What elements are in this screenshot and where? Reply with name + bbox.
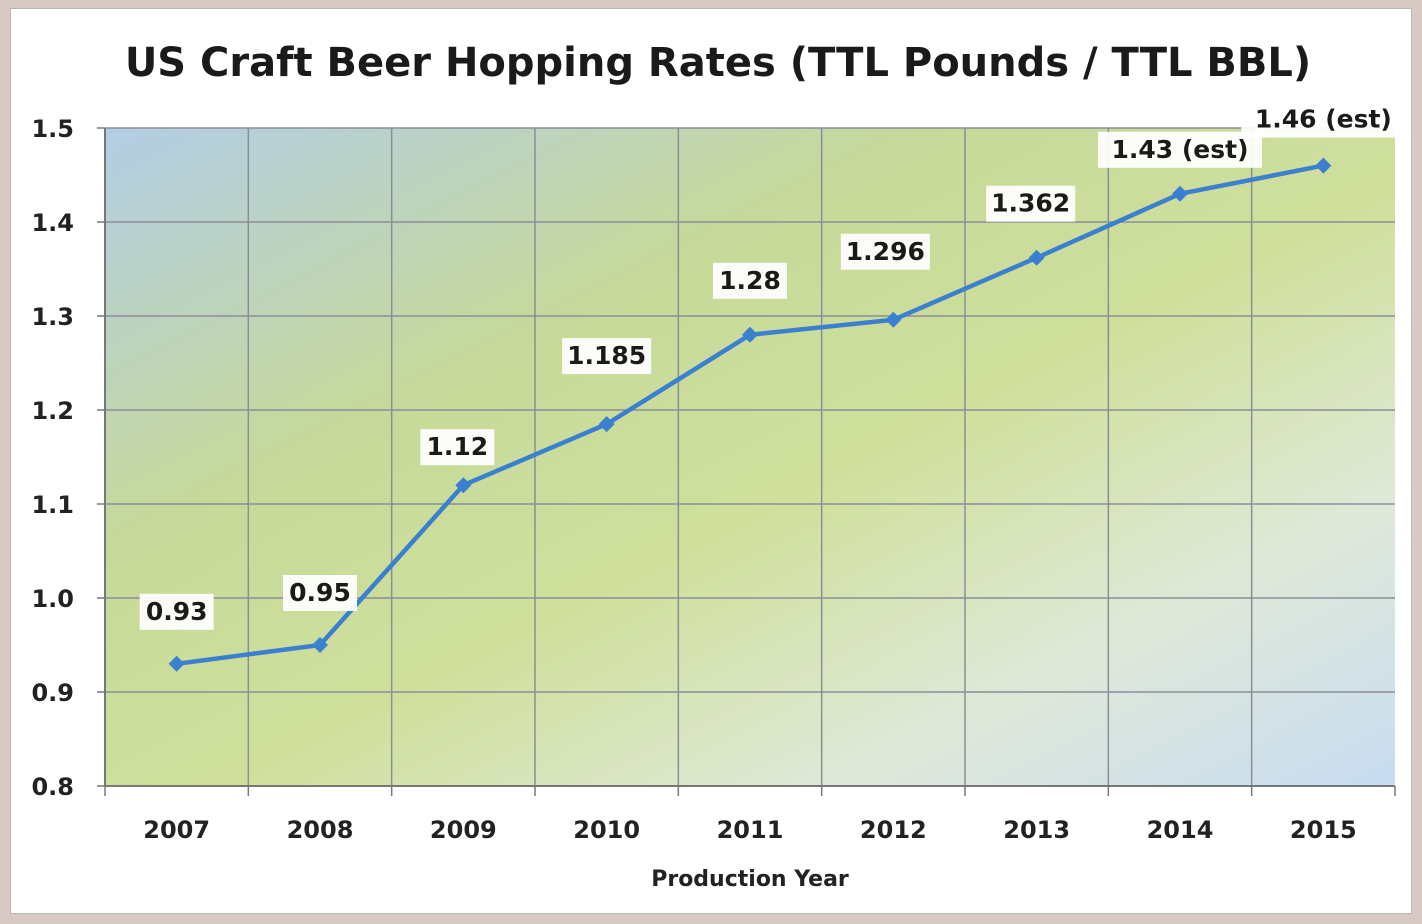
data-point-marker (168, 655, 185, 672)
data-label-box (283, 575, 357, 611)
x-tick-label: 2009 (430, 816, 497, 844)
y-tick-label: 1.0 (31, 585, 74, 613)
x-tick-label: 2008 (287, 816, 354, 844)
x-tick-label: 2011 (717, 816, 784, 844)
data-label: 1.296 (846, 237, 925, 266)
data-label: 0.93 (146, 597, 208, 626)
y-tick-label: 0.8 (31, 773, 74, 801)
y-tick-label: 1.3 (31, 303, 74, 331)
data-label-box (986, 185, 1076, 222)
y-tick-label: 1.5 (31, 115, 74, 143)
chart-title: US Craft Beer Hopping Rates (TTL Pounds … (125, 40, 1311, 86)
axes (104, 128, 1395, 787)
series-hopping-rate (168, 157, 1332, 672)
data-point-marker (1315, 157, 1332, 174)
data-label-box (420, 429, 495, 466)
data-label: 1.46 (est) (1255, 105, 1392, 134)
data-label-box (840, 233, 930, 270)
plot-area (105, 128, 1395, 786)
data-label: 0.95 (289, 578, 351, 607)
data-label-box (139, 593, 214, 630)
x-tick-label: 2014 (1147, 816, 1214, 844)
x-tick-label: 2010 (573, 816, 640, 844)
data-point-marker (885, 311, 902, 328)
x-tick-label: 2007 (143, 816, 210, 844)
x-axis-ticks: 2007 2008 2009 2010 2011 2012 2013 2014 2015 (104, 786, 1396, 844)
data-label-box (562, 338, 652, 375)
data-point-marker (598, 416, 615, 433)
y-tick-label: 1.4 (31, 209, 74, 237)
data-labels: 0.93 0.95 1.12 1.185 1.28 1.296 1.362 1.43 (est… (139, 101, 1406, 630)
data-label: 1.43 (est) (1111, 135, 1248, 164)
x-tick-label: 2012 (860, 816, 927, 844)
data-label-box (713, 262, 787, 299)
y-tick-label: 1.2 (31, 397, 74, 425)
data-point-marker (742, 326, 758, 343)
y-tick-label: 1.1 (31, 491, 74, 519)
data-label: 1.185 (567, 341, 646, 370)
x-tick-label: 2015 (1290, 816, 1357, 844)
x-axis-title: Production Year (651, 867, 849, 892)
data-label: 1.28 (719, 266, 781, 295)
data-point-marker (1028, 249, 1045, 266)
x-tick-label: 2013 (1003, 816, 1070, 844)
data-label: 1.12 (426, 432, 488, 461)
data-label-box (1098, 131, 1262, 168)
data-label: 1.362 (991, 189, 1070, 218)
y-tick-label: 0.9 (31, 679, 74, 707)
data-point-marker (312, 637, 328, 653)
data-point-marker (1172, 185, 1188, 202)
y-axis-ticks: 0.8 0.9 1.0 1.1 1.2 1.3 1.4 1.5 (31, 115, 105, 801)
data-label-box (1241, 101, 1406, 138)
data-point-marker (455, 477, 472, 494)
